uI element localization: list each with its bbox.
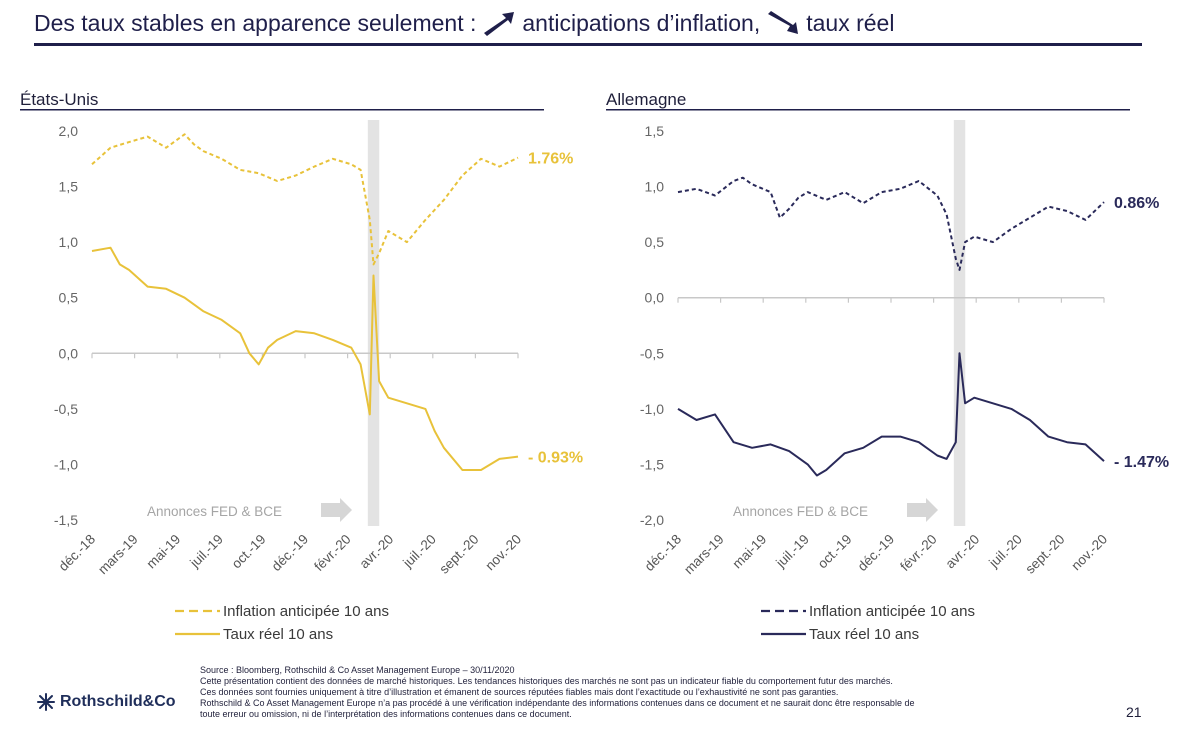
annotation-arrow-icon bbox=[907, 498, 938, 522]
x-tick-label: avr.-20 bbox=[357, 532, 397, 572]
y-tick-label: 0,5 bbox=[645, 234, 665, 250]
x-tick-label: déc.-18 bbox=[56, 532, 98, 574]
x-tick-label: sept.-20 bbox=[436, 532, 481, 577]
event-annotation: Annonces FED & BCE bbox=[147, 504, 282, 519]
title-part-1: Des taux stables en apparence seulement … bbox=[34, 9, 477, 36]
series-line-1 bbox=[91, 133, 519, 266]
panel-title: Allemagne bbox=[606, 90, 686, 109]
y-tick-label: 1,5 bbox=[645, 123, 665, 139]
event-band bbox=[953, 120, 966, 526]
series-end-label: - 0.93% bbox=[528, 450, 583, 467]
y-tick-label: 1,0 bbox=[59, 234, 79, 250]
annotation-arrow-icon bbox=[321, 498, 352, 522]
page-title: Des taux stables en apparence seulement … bbox=[34, 8, 1142, 38]
legend-label: Taux réel 10 ans bbox=[223, 626, 333, 643]
y-tick-label: 1,5 bbox=[59, 179, 79, 195]
x-tick-label: mars-19 bbox=[95, 532, 141, 578]
y-tick-label: 0,0 bbox=[645, 290, 665, 306]
legend-label: Inflation anticipée 10 ans bbox=[223, 603, 389, 620]
y-tick-label: -0,5 bbox=[640, 345, 664, 361]
x-tick-label: févr.-20 bbox=[897, 532, 939, 574]
y-tick-label: -1,5 bbox=[54, 512, 78, 528]
y-tick-label: -2,0 bbox=[640, 512, 664, 528]
source-notes: Source : Bloomberg, Rothschild & Co Asse… bbox=[200, 665, 1100, 720]
logo-emblem-icon bbox=[37, 693, 55, 711]
legend-label: Taux réel 10 ans bbox=[809, 626, 919, 643]
chart-allemagne: Allemagne 1,5 1,0 0,5 0,0 -0,5 -1,0 -1,5 -2,0 déc… bbox=[606, 90, 1169, 643]
title-part-3: taux réel bbox=[806, 9, 895, 36]
rothschild-logo: Rothschild&Co bbox=[36, 692, 176, 712]
series-line-2 bbox=[677, 352, 1105, 477]
x-tick-label: juil.-20 bbox=[399, 532, 438, 571]
disclaimer-line-3: Rothschild & Co Asset Management Europe … bbox=[200, 698, 915, 708]
x-tick-label: déc.-19 bbox=[269, 532, 311, 574]
x-tick-label: mai-19 bbox=[730, 532, 770, 572]
x-tick-label: févr.-20 bbox=[311, 532, 353, 574]
legend-label: Inflation anticipée 10 ans bbox=[809, 603, 975, 620]
x-tick-label: sept.-20 bbox=[1022, 532, 1067, 577]
x-tick-label: juil.-19 bbox=[186, 532, 225, 571]
series-line-1 bbox=[677, 176, 1105, 271]
panel-title-rule bbox=[20, 109, 544, 111]
event-band bbox=[367, 120, 380, 526]
series-end-label: 1.76% bbox=[528, 151, 573, 168]
title-divider bbox=[34, 43, 1142, 46]
x-tick-label: déc.-19 bbox=[855, 532, 897, 574]
disclaimer-line-4: toute erreur ou omission, ni de l’interp… bbox=[200, 709, 572, 719]
source-line: Source : Bloomberg, Rothschild & Co Asse… bbox=[200, 665, 515, 675]
x-tick-label: avr.-20 bbox=[943, 532, 983, 572]
y-tick-label: 0,0 bbox=[59, 345, 79, 361]
y-tick-label: -0,5 bbox=[54, 401, 78, 417]
title-area: Des taux stables en apparence seulement … bbox=[34, 8, 1142, 46]
event-annotation: Annonces FED & BCE bbox=[733, 504, 868, 519]
title-part-2: anticipations d’inflation, bbox=[522, 9, 761, 36]
arrow-down-right-icon bbox=[768, 11, 799, 34]
x-tick-label: mars-19 bbox=[681, 532, 727, 578]
disclaimer-line-2: Ces données sont fournies uniquement à t… bbox=[200, 687, 839, 697]
x-tick-label: juil.-19 bbox=[772, 532, 811, 571]
page-number: 21 bbox=[1126, 704, 1142, 720]
disclaimer-line-1: Cette présentation contient des données … bbox=[200, 676, 893, 686]
x-tick-label: oct.-19 bbox=[815, 532, 855, 572]
series-end-label: 0.86% bbox=[1114, 195, 1159, 212]
x-tick-label: oct.-19 bbox=[229, 532, 269, 572]
y-tick-label: 2,0 bbox=[59, 123, 79, 139]
x-tick-label: nov.-20 bbox=[1068, 532, 1110, 574]
y-tick-label: -1,5 bbox=[640, 456, 664, 472]
panel-title-rule bbox=[606, 109, 1130, 111]
y-tick-label: 0,5 bbox=[59, 290, 79, 306]
series-end-label: - 1.47% bbox=[1114, 454, 1169, 471]
x-tick-label: mai-19 bbox=[144, 532, 184, 572]
x-tick-label: déc.-18 bbox=[642, 532, 684, 574]
series-line-2 bbox=[91, 246, 519, 471]
y-tick-label: -1,0 bbox=[640, 401, 664, 417]
arrow-up-right-icon bbox=[484, 12, 515, 36]
y-tick-label: 1,0 bbox=[645, 179, 665, 195]
logo-text: Rothschild&Co bbox=[60, 693, 176, 710]
x-tick-label: nov.-20 bbox=[482, 532, 524, 574]
x-tick-label: juil.-20 bbox=[985, 532, 1024, 571]
panel-title: États-Unis bbox=[20, 90, 98, 109]
y-tick-label: -1,0 bbox=[54, 456, 78, 472]
chart-etats-unis: États-Unis 2,0 1,5 1,0 0,5 0,0 -0,5 -1,0 -1,5 déc… bbox=[20, 90, 583, 643]
